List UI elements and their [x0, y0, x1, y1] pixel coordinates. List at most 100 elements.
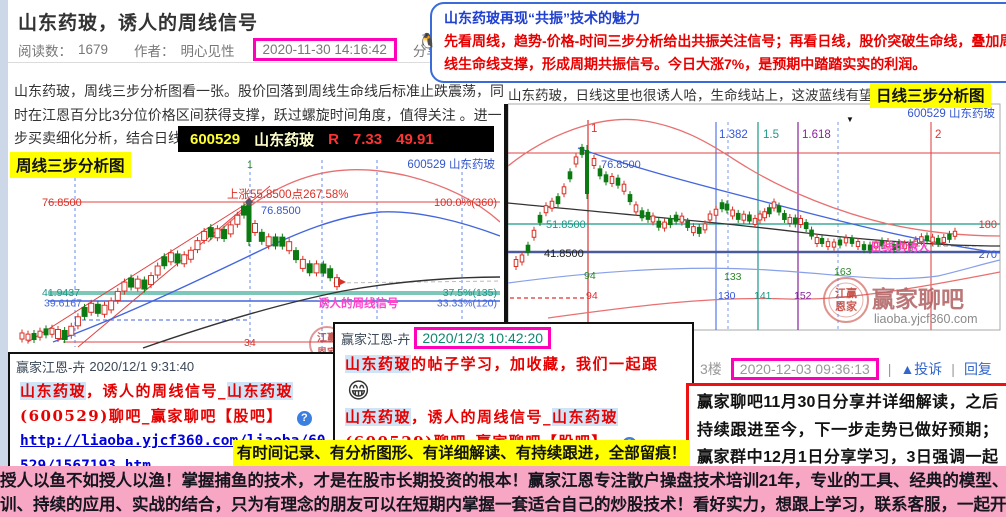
report-button[interactable]: ▲投诉	[900, 359, 942, 379]
fib-label-2: 2	[935, 129, 941, 141]
weekly-chart: 600529 山东药玻 76.8500 41.9437 39.6167 100.…	[19, 158, 500, 349]
fib-label-15: 1.5	[763, 129, 779, 141]
weekly-level-mid: 41.9437	[42, 287, 80, 299]
stock-name-highlight: 山东药玻	[227, 382, 294, 400]
daily-level-a: 51.8500	[546, 219, 586, 231]
post-date: 2020-11-30 14:16:42	[262, 42, 387, 57]
daily-level-b: 41.8500	[544, 248, 584, 260]
reply2-text: 的帖子学习，加收藏，我们一起跟	[411, 355, 659, 373]
stock-name-highlight: 山东药玻	[552, 408, 619, 426]
brand-url: liaoba.yjcf360.com	[874, 312, 978, 326]
help-icon[interactable]: ?	[296, 411, 312, 426]
top-annotation-box: 山东药玻再现“共振”技术的魅力 先看周线，趋势-价格-时间三步分析给出共振关注信…	[430, 2, 1006, 83]
reply1-title-line2: (600529)聊吧_赢家聊吧【股吧】?	[10, 404, 337, 429]
weekly-chart-code: 600529 山东药玻	[407, 158, 495, 171]
footer-line2: 训、持续的应用、实战的结合，只为有理念的朋友可以在短期内掌握一套适合自己的炒股技…	[0, 496, 1006, 514]
stock-name: 山东药玻	[254, 131, 315, 149]
annotation-body: 先看周线，趋势-价格-时间三步分析给出共振关注信号；再看日线，股价突破生命线，叠…	[444, 33, 1006, 72]
daily-cycle-start: 1	[591, 123, 597, 135]
daily-t-green-a: 94	[584, 270, 596, 282]
reply2-line1: 山东药玻的帖子学习，加收藏，我们一起跟	[335, 352, 692, 377]
reply2-text2: ，诱人的周线信号_	[411, 408, 553, 426]
footer-promo-bar: 授人以鱼不如授人以渔！掌握捕鱼的技术，才是在股市长期投资的根本！赢家江恩专注散户…	[0, 466, 1006, 517]
daily-signal-note: 日线也诱人	[870, 239, 931, 254]
floor-meta-row: 3楼 2020-12-03 09:36:13 | ▲投诉 | 回复	[700, 358, 992, 380]
weekly-support-band	[48, 291, 500, 295]
brand-name: 赢家聊吧	[872, 286, 964, 312]
weekly-candles	[19, 202, 340, 344]
daily-upper-envelope	[508, 118, 1001, 237]
reply1-date: 2020/12/1 9:31:40	[89, 359, 195, 374]
weekly-pct-low: 33.33%(120)	[437, 298, 497, 310]
header-divider	[8, 62, 436, 63]
daily-secondary-ma	[508, 259, 1001, 284]
daily-t-teal: 141	[754, 290, 772, 302]
reply1-title-line1: 山东药玻，诱人的周线信号_山东药玻	[10, 379, 337, 404]
daily-t-purple: 152	[794, 290, 812, 302]
qq-penguin-icon: 🐧	[418, 33, 437, 50]
daily-right-a: 180	[979, 219, 997, 231]
mini-seal-row1: 江赢	[317, 333, 337, 344]
stock-name-highlight: 山东药玻	[20, 382, 87, 400]
footer-line1: 授人以鱼不如授人以渔！掌握捕鱼的技术，才是在股市长期投资的根本！赢家江恩专注散户…	[0, 472, 1006, 490]
author-name: 明心见性	[180, 43, 235, 59]
reply1-text: ，诱人的周线信号_	[86, 382, 228, 400]
weekly-rise-note: 上涨55.8500点267.58%	[227, 188, 348, 201]
reply2-author: 赢家江恩-卉	[341, 331, 411, 347]
separator: |	[887, 361, 892, 377]
floor-date-highlight: 2020-12-03 09:36:13	[730, 358, 879, 380]
weekly-time-gridlines	[74, 160, 463, 347]
reply2-date-highlight: 2020/12/3 10:42:20	[414, 327, 552, 349]
stock-name-highlight: 山东药玻	[345, 355, 412, 373]
report-label: 投诉	[914, 361, 943, 377]
post-body-paragraph: 山东药玻，周线三步分析图看一张。股价回落到周线生命线后标准止跌震荡，同时在江恩百…	[14, 83, 504, 146]
daily-peak-candle	[585, 150, 589, 194]
daily-chart-caption: 山东药玻，日线这里也很诱人哈，生命线站上，这波蓝线有望。	[508, 88, 886, 103]
floor-date: 2020-12-03 09:36:13	[739, 361, 870, 377]
daily-chart-frame	[508, 103, 1001, 331]
quote-r-flag: R	[328, 130, 339, 148]
reply1-author: 赢家江恩-卉	[16, 360, 86, 375]
quote-change: 7.33	[352, 130, 383, 148]
weekly-cycle-bottom: 34	[244, 337, 256, 349]
daily-t-green-c: 163	[834, 266, 852, 278]
stock-name-highlight: 山东药玻	[345, 408, 412, 426]
stock-quote-bar: 600529 山东药玻 R 7.33 49.91	[178, 126, 494, 152]
warning-icon: ▲	[900, 361, 915, 377]
daily-chart: 600529 山东药玻 ▼ 1 1.382 1.5 1.618 2 76.850…	[508, 103, 1001, 331]
daily-chart-label: 日线三步分析图	[870, 82, 991, 108]
reply-button[interactable]: 回复	[963, 361, 992, 377]
weekly-peak-price: 76.8500	[261, 205, 301, 217]
weekly-chart-label: 周线三步分析图	[10, 152, 131, 178]
daily-t-blue: 130	[718, 290, 736, 302]
post-date-highlight: 2020-11-30 14:16:42	[252, 38, 397, 61]
weekly-last-arrow	[338, 278, 346, 286]
reply1-text2: (600529)聊吧_赢家聊吧【股吧】	[20, 407, 283, 425]
reply2-header: 赢家江恩-卉 2020/12/3 10:42:20	[335, 324, 692, 352]
fib-label-1382: 1.382	[719, 129, 748, 141]
brand-watermark: 江赢 恩家 赢家聊吧 liaoba.yjcf360.com	[823, 277, 978, 326]
daily-right-b: 270	[979, 249, 997, 261]
page-title: 山东药玻，诱人的周线信号	[18, 13, 259, 34]
weekly-upper-arc	[207, 169, 500, 243]
daily-chart-left-border	[504, 104, 508, 322]
brand-seal-row1: 江赢	[835, 286, 857, 300]
weekly-life-line	[52, 211, 500, 343]
daily-long-ma	[508, 202, 1001, 247]
reply1-header: 赢家江恩-卉 2020/12/1 9:31:40	[10, 354, 337, 379]
daily-t-red-a: 94	[586, 290, 598, 302]
daily-life-line	[577, 147, 1001, 254]
annotation-title: 山东药玻再现“共振”技术的魅力	[444, 10, 640, 26]
weekly-pct-mid: 37.5%(135)	[443, 287, 497, 299]
weekly-level-top: 76.8500	[42, 197, 82, 209]
reply2-date: 2020/12/3 10:42:20	[422, 330, 544, 346]
fib-label-1618: 1.618	[802, 129, 831, 141]
quote-price: 49.91	[396, 130, 434, 148]
daily-peak-price: 76.8500	[601, 159, 641, 171]
reply2-title-line1: 山东药玻，诱人的周线信号_山东药玻	[335, 405, 692, 430]
weekly-long-ma	[142, 276, 500, 349]
left-margin-strip	[0, 0, 8, 468]
daily-chart-code: 600529 山东药玻	[907, 107, 995, 120]
author-label: 作者：	[134, 43, 175, 59]
